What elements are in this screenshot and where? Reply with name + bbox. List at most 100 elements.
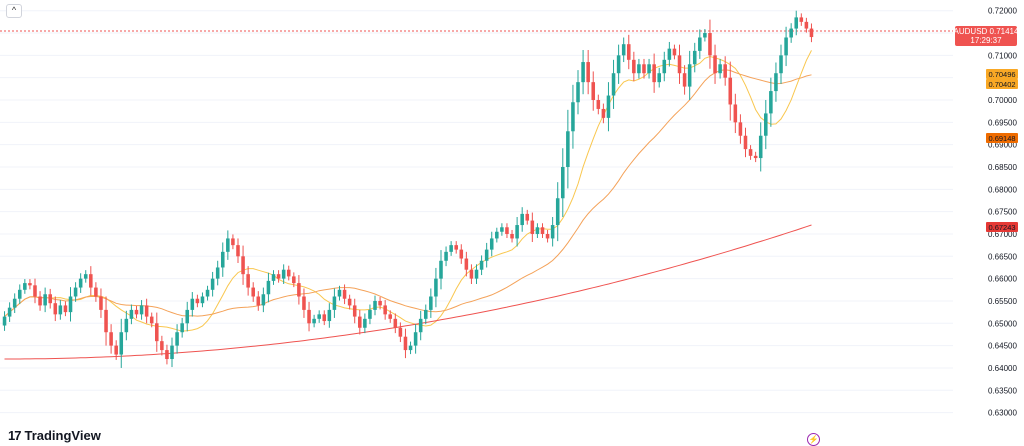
- candle-body: [418, 318, 423, 333]
- ma-mid-line: [4, 69, 812, 317]
- ma-price-label: 0.67243: [986, 222, 1018, 232]
- candle-body: [692, 50, 697, 65]
- y-tick-label: 0.71000: [988, 51, 1017, 60]
- candle-body: [743, 135, 748, 150]
- candle-body: [180, 323, 184, 333]
- candle-body: [58, 305, 63, 315]
- ma-slow-line: [4, 224, 812, 360]
- candle-body: [165, 350, 169, 360]
- collapse-button[interactable]: ^: [6, 4, 22, 18]
- candle-body: [733, 104, 738, 123]
- candle-body: [596, 100, 601, 109]
- candle-body: [687, 64, 692, 87]
- candle-body: [489, 238, 494, 250]
- candle-body: [667, 48, 672, 60]
- ma-price-label-text: 0.70402: [988, 80, 1015, 89]
- candle-body: [784, 37, 788, 56]
- candle-body: [89, 274, 93, 288]
- candle-body: [220, 251, 225, 268]
- candle-body: [149, 316, 154, 324]
- candle-body: [616, 55, 621, 74]
- candle-body: [626, 44, 631, 60]
- candle-body: [561, 166, 565, 199]
- candle-body: [327, 309, 332, 322]
- candle-body: [307, 309, 311, 324]
- candle-body: [652, 64, 656, 83]
- flash-icon[interactable]: ⚡: [807, 433, 820, 446]
- candle-body: [185, 309, 190, 324]
- ma-price-label-text: 0.67243: [988, 223, 1015, 232]
- candle-body: [139, 305, 144, 315]
- y-tick-label: 0.66000: [988, 275, 1017, 284]
- candle-body: [175, 332, 179, 346]
- candle-body: [292, 276, 296, 284]
- candle-body: [195, 298, 200, 304]
- candle-body: [799, 17, 804, 22]
- ma-price-label-bg: [986, 222, 1018, 232]
- candle-body: [114, 345, 118, 355]
- candle-body: [17, 289, 22, 299]
- candle-body: [119, 332, 124, 355]
- candle-body: [12, 298, 17, 308]
- last-price-badge-bg: [955, 26, 1017, 46]
- y-tick-label: 0.67500: [988, 208, 1017, 217]
- tradingview-logo: 17 TradingView: [8, 428, 101, 443]
- candle-body: [723, 64, 727, 78]
- y-tick-label: 0.66500: [988, 252, 1017, 261]
- candle-body: [520, 213, 524, 226]
- candle-body: [632, 59, 636, 74]
- candle-body: [642, 64, 646, 74]
- candle-body: [804, 21, 809, 29]
- candle-body: [601, 108, 606, 118]
- candle-body: [576, 82, 580, 103]
- candle-body: [718, 64, 722, 74]
- candle-body: [449, 245, 453, 252]
- candle-body: [393, 318, 398, 328]
- candles: [2, 10, 814, 368]
- candle-body: [134, 309, 139, 315]
- candle-body: [276, 274, 281, 279]
- candle-body: [215, 267, 220, 279]
- candle-body: [236, 245, 240, 257]
- candle-body: [170, 345, 174, 360]
- candle-body: [104, 309, 108, 333]
- y-tick-label: 0.69000: [988, 141, 1017, 150]
- candle-body: [94, 287, 98, 297]
- candle-body: [621, 44, 626, 56]
- candle-body: [434, 278, 438, 297]
- candle-body: [266, 280, 271, 295]
- ma-price-label: 0.69148: [986, 133, 1018, 143]
- y-tick-label: 0.65500: [988, 297, 1017, 306]
- candle-body: [672, 48, 677, 56]
- candle-body: [23, 283, 27, 290]
- y-tick-label: 0.65000: [988, 319, 1017, 328]
- candle-body: [698, 37, 702, 51]
- y-tick-label: 0.70000: [988, 96, 1017, 105]
- candle-body: [129, 309, 134, 319]
- candle-body: [297, 283, 301, 297]
- candle-body: [555, 198, 560, 226]
- candle-body: [566, 131, 570, 167]
- y-tick-label: 0.63000: [988, 409, 1017, 418]
- candle-body: [226, 238, 230, 252]
- y-tick-label: 0.68000: [988, 185, 1017, 194]
- candle-body: [363, 318, 367, 328]
- candle-body: [317, 314, 321, 319]
- candle-body: [444, 251, 448, 261]
- candle-body: [368, 309, 372, 319]
- ma-price-label-bg: [986, 69, 1018, 79]
- candle-body: [571, 102, 575, 132]
- candle-body: [342, 289, 347, 299]
- candle-body: [535, 227, 540, 234]
- candle-body: [286, 269, 291, 277]
- candle-body: [281, 269, 286, 279]
- candle-body: [271, 274, 276, 281]
- candle-body: [160, 341, 164, 351]
- candle-body: [429, 296, 433, 310]
- candle-body: [373, 300, 377, 310]
- candle-body: [246, 274, 250, 288]
- candle-body: [662, 59, 667, 74]
- last-price-badge-text: AUDUSD 0.71414: [954, 27, 1019, 36]
- candle-body: [190, 298, 195, 310]
